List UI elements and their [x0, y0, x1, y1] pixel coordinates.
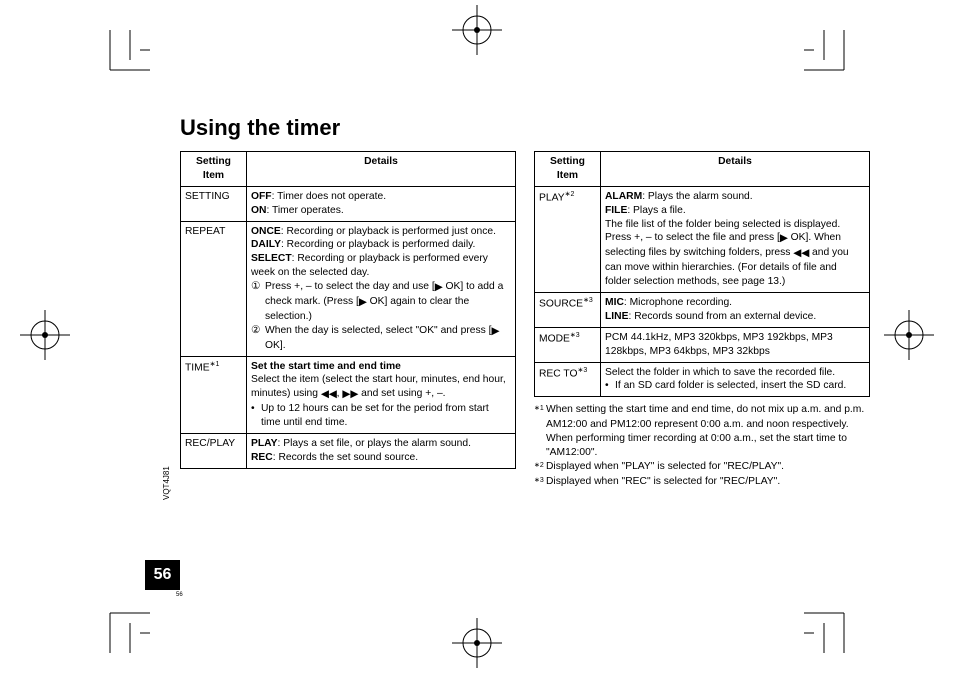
reg-right-icon [884, 310, 954, 360]
page-number: 56 [145, 560, 180, 590]
settings-table-left: Setting Item Details SETTING OFF: Timer … [180, 151, 516, 469]
setting-details: ALARM: Plays the alarm sound. FILE: Play… [601, 186, 870, 292]
reg-bottom-icon [452, 618, 502, 673]
setting-details: PLAY: Plays a set file, or plays the ala… [247, 434, 516, 469]
setting-item: REPEAT [181, 221, 247, 356]
crop-bottom-right [804, 593, 924, 653]
setting-item: MODE∗3 [535, 327, 601, 362]
play-icon: ▶ [780, 232, 788, 246]
crop-top-left [30, 30, 150, 90]
play-icon: ▶ [492, 325, 500, 339]
page-content: Using the timer Setting Item Details SET… [180, 115, 870, 490]
footnotes: ∗1When setting the start time and end ti… [534, 403, 870, 488]
table-row: PLAY∗2 ALARM: Plays the alarm sound. FIL… [535, 186, 870, 292]
settings-table-right: Setting Item Details PLAY∗2 ALARM: Plays… [534, 151, 870, 397]
table-row: REPEAT ONCE: Recording or playback is pe… [181, 221, 516, 356]
setting-details: MIC: Microphone recording. LINE: Records… [601, 293, 870, 328]
play-icon: ▶ [359, 296, 367, 310]
doc-id: VQT4J81 [162, 466, 171, 500]
page-title: Using the timer [180, 115, 870, 141]
reg-top-icon [452, 0, 502, 55]
table-row: TIME∗1 Set the start time and end time S… [181, 356, 516, 433]
col-header: Setting Item [181, 152, 247, 187]
next-icon: ▶▶ [342, 388, 358, 402]
setting-details: OFF: Timer does not operate. ON: Timer o… [247, 186, 516, 221]
col-header: Setting Item [535, 152, 601, 187]
page-number-small: 56 [176, 592, 183, 598]
setting-item: REC TO∗3 [535, 362, 601, 397]
crop-bottom-left [30, 593, 150, 653]
prev-icon: ◀◀ [793, 247, 809, 261]
table-row: SOURCE∗3 MIC: Microphone recording. LINE… [535, 293, 870, 328]
setting-details: ONCE: Recording or playback is performed… [247, 221, 516, 356]
col-header: Details [247, 152, 516, 187]
setting-item: PLAY∗2 [535, 186, 601, 292]
setting-details: Set the start time and end time Select t… [247, 356, 516, 433]
col-header: Details [601, 152, 870, 187]
setting-details: PCM 44.1kHz, MP3 320kbps, MP3 192kbps, M… [601, 327, 870, 362]
left-column: Setting Item Details SETTING OFF: Timer … [180, 151, 516, 490]
setting-details: Select the folder in which to save the r… [601, 362, 870, 397]
table-row: MODE∗3 PCM 44.1kHz, MP3 320kbps, MP3 192… [535, 327, 870, 362]
setting-item: SOURCE∗3 [535, 293, 601, 328]
setting-item: SETTING [181, 186, 247, 221]
table-row: SETTING OFF: Timer does not operate. ON:… [181, 186, 516, 221]
table-row: REC/PLAY PLAY: Plays a set file, or play… [181, 434, 516, 469]
table-row: REC TO∗3 Select the folder in which to s… [535, 362, 870, 397]
prev-icon: ◀◀ [321, 388, 337, 402]
reg-left-icon [0, 310, 70, 360]
right-column: Setting Item Details PLAY∗2 ALARM: Plays… [534, 151, 870, 490]
setting-item: TIME∗1 [181, 356, 247, 433]
crop-top-right [804, 30, 924, 90]
play-icon: ▶ [435, 281, 443, 295]
setting-item: REC/PLAY [181, 434, 247, 469]
